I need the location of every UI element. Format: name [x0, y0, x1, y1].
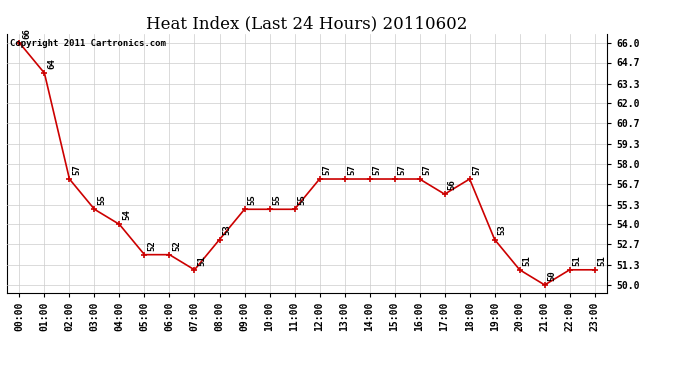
Text: 64: 64 — [47, 58, 56, 69]
Text: 57: 57 — [397, 164, 406, 175]
Text: 51: 51 — [573, 255, 582, 266]
Text: 52: 52 — [147, 240, 156, 250]
Text: 51: 51 — [197, 255, 206, 266]
Text: 57: 57 — [373, 164, 382, 175]
Text: 57: 57 — [322, 164, 331, 175]
Text: 54: 54 — [122, 210, 131, 220]
Text: 57: 57 — [422, 164, 431, 175]
Text: 55: 55 — [273, 194, 282, 205]
Text: 51: 51 — [598, 255, 607, 266]
Text: 57: 57 — [347, 164, 356, 175]
Text: Copyright 2011 Cartronics.com: Copyright 2011 Cartronics.com — [10, 39, 166, 48]
Text: 57: 57 — [72, 164, 81, 175]
Text: 57: 57 — [473, 164, 482, 175]
Text: 53: 53 — [222, 225, 231, 236]
Text: 53: 53 — [497, 225, 506, 236]
Text: 51: 51 — [522, 255, 531, 266]
Text: 55: 55 — [247, 194, 256, 205]
Text: 52: 52 — [172, 240, 181, 250]
Text: 55: 55 — [97, 194, 106, 205]
Text: 55: 55 — [297, 194, 306, 205]
Text: 56: 56 — [447, 179, 456, 190]
Text: 50: 50 — [547, 270, 556, 281]
Title: Heat Index (Last 24 Hours) 20110602: Heat Index (Last 24 Hours) 20110602 — [146, 15, 468, 32]
Text: 66: 66 — [22, 28, 31, 39]
